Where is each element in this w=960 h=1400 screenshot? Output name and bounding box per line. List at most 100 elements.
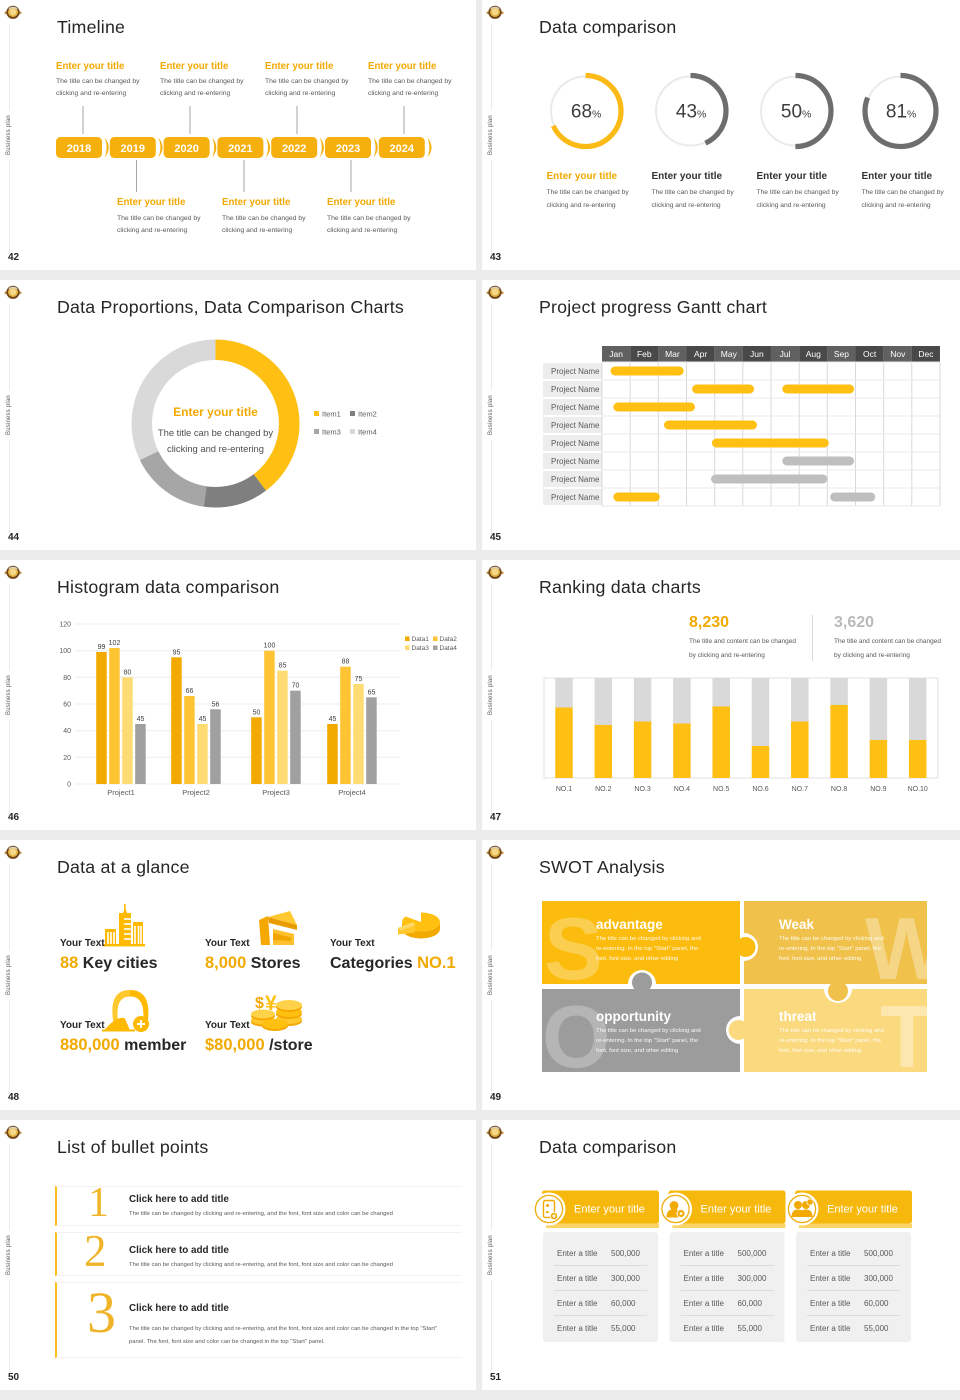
svg-text:NO.9: NO.9 (870, 786, 886, 793)
svg-text:Project2: Project2 (182, 788, 210, 797)
svg-text:65: 65 (368, 689, 376, 696)
svg-text:NO.10: NO.10 (908, 786, 928, 793)
svg-text:66: 66 (186, 688, 194, 695)
svg-text:Project4: Project4 (338, 788, 366, 797)
svg-text:Enter a title: Enter a title (557, 1324, 598, 1333)
svg-text:2021: 2021 (228, 143, 252, 155)
svg-text:Project Name: Project Name (551, 475, 600, 484)
svg-text:95: 95 (173, 649, 181, 656)
svg-text:Apr: Apr (694, 349, 707, 359)
svg-text:45: 45 (329, 716, 337, 723)
svg-text:20: 20 (63, 755, 71, 762)
svg-text:60: 60 (63, 702, 71, 709)
svg-text:Nov: Nov (890, 349, 906, 359)
svg-text:Data2: Data2 (440, 636, 458, 643)
svg-text:W: W (865, 899, 948, 998)
svg-text:2019: 2019 (121, 143, 145, 155)
svg-text:Enter a title: Enter a title (810, 1249, 851, 1258)
svg-text:Project Name: Project Name (551, 385, 600, 394)
svg-text:68: 68 (571, 102, 592, 123)
svg-text:NO.7: NO.7 (792, 786, 808, 793)
svg-text:Project Name: Project Name (551, 367, 600, 376)
svg-text:50: 50 (781, 102, 802, 123)
svg-text:%: % (907, 109, 916, 121)
svg-text:60,000: 60,000 (611, 1299, 636, 1308)
svg-text:NO.8: NO.8 (831, 786, 847, 793)
svg-text:$: $ (255, 995, 264, 1012)
svg-text:60,000: 60,000 (864, 1299, 889, 1308)
svg-text:Item2: Item2 (358, 410, 377, 419)
svg-text:NO.6: NO.6 (752, 786, 768, 793)
svg-text:0: 0 (67, 782, 71, 789)
svg-text:55,000: 55,000 (611, 1324, 636, 1333)
svg-text:45: 45 (199, 716, 207, 723)
svg-text:99: 99 (98, 644, 106, 651)
svg-text:300,000: 300,000 (738, 1274, 767, 1283)
svg-text:Enter a title: Enter a title (557, 1299, 598, 1308)
svg-text:Project3: Project3 (262, 788, 290, 797)
svg-text:Sep: Sep (834, 349, 849, 359)
svg-text:56: 56 (212, 701, 220, 708)
svg-text:NO.2: NO.2 (595, 786, 611, 793)
svg-text:2023: 2023 (336, 143, 360, 155)
svg-text:45: 45 (137, 716, 145, 723)
svg-text:300,000: 300,000 (611, 1274, 640, 1283)
svg-text:Data1: Data1 (412, 636, 430, 643)
svg-text:60,000: 60,000 (738, 1299, 763, 1308)
svg-text:Data3: Data3 (412, 645, 430, 652)
svg-text:100: 100 (264, 643, 276, 650)
svg-text:Enter a title: Enter a title (810, 1299, 851, 1308)
svg-text:Data4: Data4 (440, 645, 458, 652)
svg-text:Jan: Jan (609, 349, 623, 359)
svg-text:500,000: 500,000 (738, 1249, 767, 1258)
svg-text:2024: 2024 (390, 143, 415, 155)
svg-text:40: 40 (63, 728, 71, 735)
svg-text:Oct: Oct (863, 349, 877, 359)
svg-text:75: 75 (355, 676, 363, 683)
svg-text:500,000: 500,000 (864, 1249, 893, 1258)
svg-text:2018: 2018 (67, 143, 91, 155)
svg-text:NO.5: NO.5 (713, 786, 729, 793)
svg-text:T: T (880, 987, 934, 1086)
svg-text:300,000: 300,000 (864, 1274, 893, 1283)
svg-text:55,000: 55,000 (738, 1324, 763, 1333)
svg-text:2020: 2020 (174, 143, 198, 155)
svg-text:%: % (697, 109, 706, 121)
svg-text:Enter a title: Enter a title (810, 1324, 851, 1333)
svg-text:80: 80 (63, 675, 71, 682)
svg-text:O: O (542, 987, 610, 1086)
svg-text:Enter your title: Enter your title (574, 1204, 645, 1216)
svg-text:Enter a title: Enter a title (810, 1274, 851, 1283)
svg-text:50: 50 (253, 709, 261, 716)
svg-text:Project Name: Project Name (551, 457, 600, 466)
svg-text:2022: 2022 (282, 143, 306, 155)
svg-text:Dec: Dec (918, 349, 934, 359)
svg-text:80: 80 (124, 669, 132, 676)
svg-text:Enter a title: Enter a title (684, 1299, 725, 1308)
svg-text:NO.1: NO.1 (556, 786, 572, 793)
svg-text:Item4: Item4 (358, 428, 377, 437)
svg-text:Jul: Jul (780, 349, 791, 359)
svg-text:43: 43 (676, 102, 697, 123)
svg-text:70: 70 (292, 683, 300, 690)
svg-text:NO.4: NO.4 (674, 786, 690, 793)
svg-text:S: S (544, 899, 603, 998)
svg-text:%: % (802, 109, 811, 121)
svg-text:Aug: Aug (806, 349, 821, 359)
svg-text:%: % (592, 109, 601, 121)
svg-text:100: 100 (59, 648, 71, 655)
svg-text:Enter a title: Enter a title (684, 1274, 725, 1283)
svg-text:81: 81 (886, 102, 907, 123)
svg-text:Feb: Feb (637, 349, 652, 359)
svg-text:Jun: Jun (750, 349, 764, 359)
svg-text:Item1: Item1 (322, 410, 341, 419)
svg-text:Mar: Mar (665, 349, 680, 359)
svg-text:May: May (721, 349, 738, 359)
svg-text:Enter a title: Enter a title (557, 1249, 598, 1258)
svg-text:500,000: 500,000 (611, 1249, 640, 1258)
svg-text:Enter a title: Enter a title (557, 1274, 598, 1283)
svg-text:Project Name: Project Name (551, 421, 600, 430)
svg-text:NO.3: NO.3 (634, 786, 650, 793)
svg-text:55,000: 55,000 (864, 1324, 889, 1333)
svg-text:Project1: Project1 (107, 788, 135, 797)
